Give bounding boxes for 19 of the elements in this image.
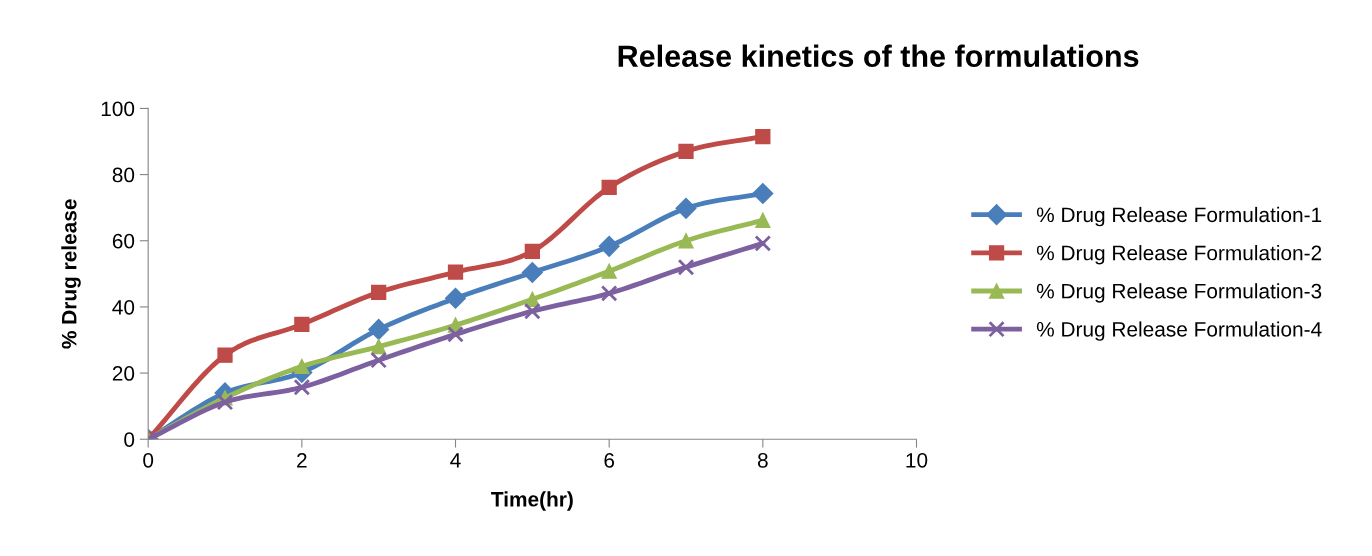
y-tick-label: 100 xyxy=(101,101,135,117)
legend-label: % Drug Release Formulation-2 xyxy=(1036,245,1322,265)
y-tick-label: 40 xyxy=(112,299,135,315)
y-tick-label: 60 xyxy=(112,233,135,249)
y-tick-label: 80 xyxy=(112,167,135,183)
x-tick-label: 6 xyxy=(604,452,615,468)
x-tick-label: 4 xyxy=(450,453,461,468)
x-axis-title: Time(hr) xyxy=(491,491,573,511)
chart-title: Release kinetics of the formulations xyxy=(618,44,1139,68)
legend-label: % Drug Release Formulation-3 xyxy=(1036,283,1322,303)
legend-label: % Drug Release Formulation-4 xyxy=(1036,321,1322,341)
x-tick-label: 0 xyxy=(143,452,154,468)
y-tick-label: 0 xyxy=(124,432,135,447)
y-tick-label: 20 xyxy=(112,366,135,381)
legend-label: % Drug Release Formulation-1 xyxy=(1036,206,1322,227)
y-axis-title: % Drug release xyxy=(61,199,81,349)
x-tick-label: 8 xyxy=(757,452,768,468)
x-tick-label: 2 xyxy=(297,452,307,468)
x-tick-label: 10 xyxy=(906,452,928,468)
